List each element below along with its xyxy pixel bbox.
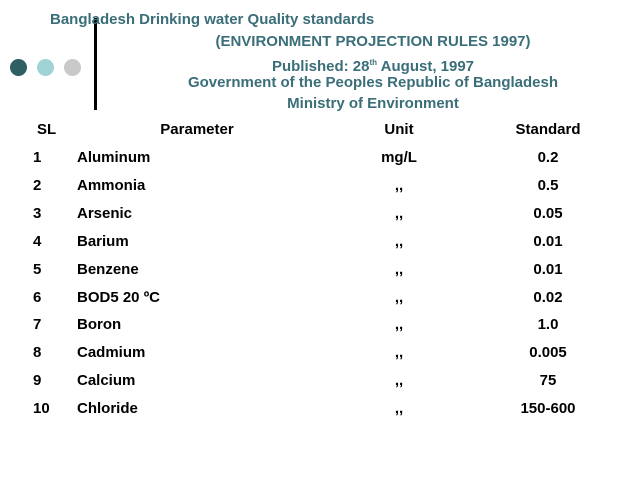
cell: ,,: [394, 316, 404, 334]
column-header: SL: [37, 121, 57, 138]
cell: 0.01: [533, 260, 563, 278]
cell: Ammonia: [77, 176, 146, 194]
cell: 0.05: [533, 204, 563, 222]
cell: 1: [33, 149, 42, 166]
divider: [94, 18, 97, 110]
title: Bangladesh Drinking water Quality standa…: [50, 11, 375, 28]
cell: Calcium: [77, 372, 136, 390]
cell: Aluminum: [77, 149, 151, 166]
cell: ,,: [394, 400, 404, 418]
cell: BOD5 20 ºC: [77, 288, 161, 306]
cell: Barium: [77, 232, 129, 250]
cell: ,,: [394, 344, 404, 362]
dot: [10, 59, 27, 76]
cell: 0.01: [533, 232, 563, 250]
cell: 6: [33, 288, 42, 306]
dot: [64, 59, 81, 76]
cell: 150-600: [520, 400, 576, 418]
cell: Benzene: [77, 260, 139, 278]
cell: Boron: [77, 316, 122, 334]
cell: mg/L: [381, 149, 417, 166]
cell: 75: [539, 372, 557, 390]
cell: 4: [33, 232, 42, 250]
cell: 0.2: [537, 149, 559, 166]
text: August, 1997: [377, 58, 475, 75]
cell: ,,: [394, 232, 404, 250]
column-header: Unit: [384, 121, 414, 138]
cell: 0.005: [529, 344, 567, 362]
cell: ,,: [394, 176, 404, 194]
cell: 8: [33, 344, 42, 362]
cell: Arsenic: [77, 204, 133, 222]
cell: 9: [33, 372, 42, 390]
cell: 0.02: [533, 288, 563, 306]
cell: 1.0: [537, 316, 559, 334]
cell: Chloride: [77, 400, 138, 418]
superscript: th: [369, 58, 378, 67]
cell: 3: [33, 204, 42, 222]
dot: [37, 59, 54, 76]
cell: ,,: [394, 204, 404, 222]
column-header: Standard: [515, 121, 581, 138]
cell: ,,: [394, 260, 404, 278]
ministry: Ministry of Environment: [287, 95, 459, 112]
cell: ,,: [394, 288, 404, 306]
cell: 5: [33, 260, 42, 278]
cell: 2: [33, 176, 42, 194]
cell: 7: [33, 316, 42, 334]
cell: 10: [33, 400, 50, 418]
rules: (ENVIRONMENT PROJECTION RULES 1997): [215, 33, 531, 50]
published: Published: 28th August, 1997: [272, 54, 474, 76]
cell: ,,: [394, 372, 404, 390]
column-header: Parameter: [160, 121, 234, 138]
text: Published: 28: [271, 58, 370, 75]
cell: Cadmium: [77, 344, 146, 362]
cell: 0.5: [537, 176, 559, 194]
government: Government of the Peoples Republic of Ba…: [187, 74, 559, 91]
